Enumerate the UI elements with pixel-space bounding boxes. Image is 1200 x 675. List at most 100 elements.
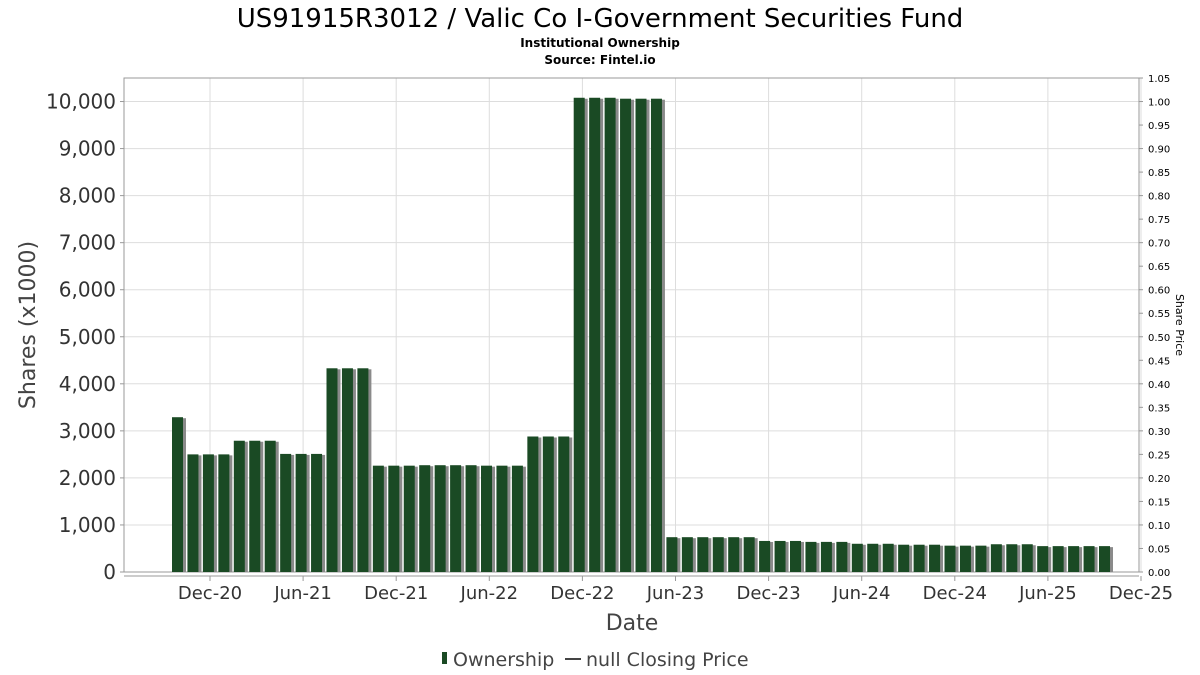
ownership-bar bbox=[790, 540, 801, 572]
ownership-bar bbox=[882, 543, 894, 572]
ownership-bar bbox=[805, 541, 817, 572]
ownership-bar bbox=[434, 465, 446, 572]
y2-tick-label: 0.35 bbox=[1148, 403, 1170, 414]
y-tick-label: 3,000 bbox=[59, 419, 116, 443]
ownership-bar bbox=[172, 417, 183, 572]
ownership-bar bbox=[403, 465, 415, 572]
y-axis-ticks: 0 1,000 2,000 3,000 4,000 5,000 6,000 7,000 8,00… bbox=[46, 90, 124, 584]
x-tick-label: Dec-23 bbox=[736, 583, 800, 604]
ownership-bar bbox=[898, 544, 910, 572]
y-tick-label: 2,000 bbox=[59, 466, 116, 490]
ownership-bar bbox=[681, 537, 693, 572]
bar-series-ownership bbox=[172, 97, 1113, 572]
y-tick-label: 7,000 bbox=[59, 231, 116, 255]
ownership-bar bbox=[1021, 544, 1033, 572]
ownership-bar bbox=[666, 537, 678, 572]
y2-tick-label: 0.70 bbox=[1148, 239, 1170, 250]
legend-ownership-swatch bbox=[442, 652, 447, 664]
y2-tick-label: 0.20 bbox=[1148, 474, 1170, 485]
ownership-bar bbox=[604, 97, 616, 572]
ownership-bar bbox=[481, 465, 492, 572]
ownership-bar bbox=[1052, 546, 1064, 572]
ownership-bar bbox=[419, 465, 431, 572]
secondary-y-axis-label: Share Price bbox=[1173, 294, 1186, 356]
ownership-bar bbox=[558, 436, 570, 572]
x-tick-label: Dec-24 bbox=[923, 583, 987, 604]
ownership-bar bbox=[820, 541, 832, 572]
y2-tick-label: 0.50 bbox=[1148, 333, 1170, 344]
ownership-bar bbox=[311, 453, 323, 572]
legend-ownership-label: Ownership bbox=[453, 649, 554, 671]
ownership-bar bbox=[851, 543, 863, 572]
ownership-bar bbox=[867, 543, 879, 572]
x-tick-label: Jun-24 bbox=[832, 583, 891, 604]
y-tick-label: 4,000 bbox=[59, 372, 116, 396]
ownership-bar bbox=[187, 454, 199, 572]
ownership-bar bbox=[372, 465, 384, 572]
y2-tick-label: 0.75 bbox=[1148, 215, 1170, 226]
ownership-bar bbox=[233, 440, 245, 572]
y2-tick-label: 1.00 bbox=[1148, 98, 1170, 109]
secondary-y-axis-ticks: 0.00 0.05 0.10 0.15 0.20 0.25 0.30 0.35 0.40 0.45… bbox=[1139, 74, 1170, 579]
x-tick-label: Dec-20 bbox=[178, 583, 242, 604]
ownership-bar bbox=[264, 440, 276, 572]
ownership-bar bbox=[496, 465, 508, 572]
y2-tick-label: 1.05 bbox=[1148, 74, 1170, 85]
ownership-bar bbox=[836, 541, 848, 572]
y-tick-label: 5,000 bbox=[59, 325, 116, 349]
ownership-bar bbox=[697, 537, 709, 572]
ownership-bar bbox=[913, 544, 925, 572]
y-tick-label: 10,000 bbox=[46, 90, 116, 114]
y-tick-label: 6,000 bbox=[59, 278, 116, 302]
chart-source: Source: Fintel.io bbox=[544, 53, 655, 67]
legend-price-label: null Closing Price bbox=[586, 649, 749, 671]
ownership-bar bbox=[589, 97, 601, 572]
y-tick-label: 9,000 bbox=[59, 137, 116, 161]
ownership-bar bbox=[542, 436, 554, 572]
x-tick-label: Jun-21 bbox=[273, 583, 332, 604]
x-tick-label: Jun-25 bbox=[1018, 583, 1077, 604]
y2-tick-label: 0.55 bbox=[1148, 309, 1170, 320]
ownership-bar bbox=[527, 436, 539, 572]
ownership-bar bbox=[450, 465, 462, 572]
ownership-bar bbox=[326, 368, 338, 572]
ownership-bar bbox=[573, 97, 585, 572]
ownership-bar bbox=[975, 545, 987, 572]
ownership-bar bbox=[1006, 544, 1018, 572]
ownership-bar bbox=[712, 537, 724, 572]
ownership-bar bbox=[728, 537, 740, 572]
ownership-bar bbox=[202, 454, 214, 572]
ownership-bar bbox=[944, 545, 956, 572]
y2-tick-label: 0.00 bbox=[1148, 568, 1170, 579]
ownership-bar bbox=[280, 453, 292, 572]
y2-tick-label: 0.30 bbox=[1148, 427, 1170, 438]
x-tick-label: Jun-22 bbox=[460, 583, 519, 604]
ownership-bar bbox=[249, 440, 261, 572]
x-tick-label: Jun-23 bbox=[646, 583, 705, 604]
y2-tick-label: 0.40 bbox=[1148, 380, 1170, 391]
ownership-bar bbox=[959, 545, 971, 572]
ownership-bar bbox=[743, 537, 755, 572]
y2-tick-label: 0.25 bbox=[1148, 450, 1170, 461]
ownership-bar bbox=[1099, 546, 1110, 572]
x-axis-label: Date bbox=[606, 611, 659, 636]
y2-tick-label: 0.85 bbox=[1148, 168, 1170, 179]
y2-tick-label: 0.15 bbox=[1148, 497, 1170, 508]
ownership-bar bbox=[295, 453, 307, 572]
y2-tick-label: 0.90 bbox=[1148, 145, 1170, 156]
y2-tick-label: 0.60 bbox=[1148, 286, 1170, 297]
ownership-bar bbox=[388, 465, 400, 572]
ownership-bar bbox=[929, 544, 941, 572]
ownership-bar bbox=[759, 540, 771, 572]
y2-tick-label: 0.05 bbox=[1148, 544, 1170, 555]
y-axis-label: Shares (x1000) bbox=[16, 241, 41, 409]
ownership-bar bbox=[990, 544, 1002, 572]
ownership-bar bbox=[650, 98, 662, 572]
x-tick-label: Dec-22 bbox=[550, 583, 614, 604]
y2-tick-label: 0.65 bbox=[1148, 262, 1170, 273]
ownership-bar bbox=[620, 98, 632, 572]
chart-title: US91915R3012 / Valic Co I-Government Sec… bbox=[237, 4, 964, 34]
x-axis-ticks: Dec-20 Jun-21 Dec-21 Jun-22 Dec-22 Jun-23 Dec-… bbox=[178, 576, 1173, 604]
legend: Ownership null Closing Price bbox=[442, 649, 749, 671]
